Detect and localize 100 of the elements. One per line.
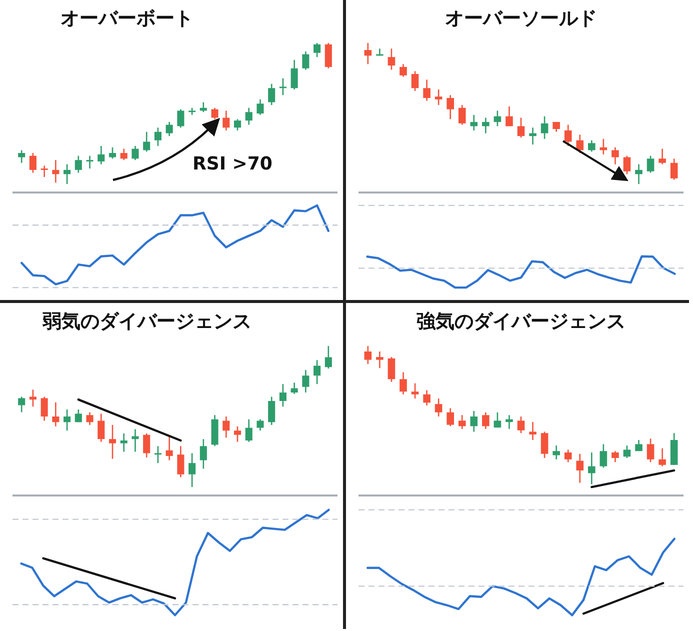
- candlestick: [658, 148, 666, 165]
- candlestick: [302, 369, 310, 394]
- chart-title: オーバーソールド: [445, 8, 597, 30]
- candlestick: [52, 159, 60, 184]
- candlestick: [588, 452, 596, 485]
- annotation: RSI >70: [192, 154, 272, 174]
- candlestick: [576, 134, 584, 154]
- candlestick: [234, 118, 242, 132]
- candlestick: [108, 424, 116, 460]
- candlestick: [529, 421, 536, 441]
- candlestick: [29, 152, 36, 174]
- candlestick: [166, 121, 173, 137]
- candlestick: [411, 70, 419, 92]
- candlestick: [364, 42, 372, 65]
- candlestick: [324, 42, 332, 70]
- candlestick: [132, 428, 139, 452]
- candlestick: [576, 453, 584, 484]
- candlestick: [177, 108, 184, 128]
- candlestick: [517, 416, 525, 434]
- candlestick: [470, 410, 478, 432]
- candlestick: [646, 155, 654, 174]
- candlestick: [74, 155, 82, 174]
- candlestick: [18, 396, 26, 413]
- candlestick: [132, 145, 139, 161]
- candlestick: [64, 408, 71, 432]
- candlestick: [434, 88, 442, 106]
- candlestick: [154, 445, 162, 464]
- candlestick: [364, 345, 372, 365]
- candlestick: [177, 445, 184, 478]
- candlestick: [302, 50, 310, 70]
- candlestick: [200, 438, 207, 470]
- candlestick: [120, 148, 128, 161]
- candlestick: [506, 106, 513, 127]
- candlestick: [434, 398, 442, 418]
- candlestick: [646, 438, 654, 463]
- candlestick: [40, 165, 48, 178]
- candlestick: [290, 382, 298, 395]
- candlestick: [388, 356, 396, 383]
- candlestick: [245, 418, 252, 443]
- candlestick: [108, 146, 116, 160]
- candlestick: [564, 124, 572, 147]
- candlestick: [588, 140, 596, 152]
- candlestick: [600, 444, 608, 468]
- candlestick: [529, 126, 536, 146]
- candlestick: [506, 414, 513, 430]
- chart-title: 弱気のダイバージェンス: [42, 310, 252, 332]
- candlestick: [314, 42, 321, 58]
- candlestick: [143, 432, 150, 458]
- candlestick: [268, 396, 276, 426]
- candlestick: [612, 146, 619, 165]
- candlestick: [154, 126, 162, 147]
- candlestick: [388, 48, 396, 70]
- candlestick: [482, 117, 490, 134]
- candlestick: [279, 78, 286, 96]
- candlestick: [670, 158, 678, 180]
- candlestick: [623, 444, 631, 459]
- candlestick: [222, 110, 230, 132]
- candlestick: [64, 164, 71, 185]
- candlestick: [211, 107, 218, 120]
- candlestick: [400, 372, 407, 396]
- candlestick: [18, 150, 26, 164]
- candlestick: [52, 402, 60, 428]
- candlestick: [458, 414, 466, 430]
- candlestick: [314, 359, 321, 385]
- chart-title: オーバーボート: [60, 8, 194, 30]
- candlestick: [98, 145, 105, 165]
- candlestick: [482, 412, 490, 430]
- candlestick: [166, 436, 173, 461]
- candlestick: [256, 98, 264, 116]
- candlestick: [98, 413, 105, 443]
- candlestick: [552, 444, 560, 460]
- candlestick: [86, 155, 94, 170]
- candlestick: [446, 94, 454, 120]
- candlestick: [612, 450, 619, 463]
- candlestick: [494, 110, 502, 127]
- candlestick: [74, 408, 82, 423]
- candlestick: [540, 116, 548, 140]
- candlestick: [324, 345, 332, 370]
- candlestick: [623, 155, 631, 175]
- candlestick: [290, 59, 298, 90]
- candlestick: [400, 63, 407, 78]
- candlestick: [635, 164, 642, 185]
- candlestick: [564, 449, 572, 463]
- candlestick: [494, 412, 502, 428]
- candlestick: [245, 107, 252, 126]
- candlestick: [222, 416, 230, 438]
- candlestick: [517, 117, 525, 138]
- candlestick: [256, 418, 264, 432]
- candlestick: [376, 350, 384, 369]
- candlestick: [279, 383, 286, 408]
- candlestick: [411, 382, 419, 400]
- candlestick: [446, 408, 454, 427]
- candlestick: [423, 78, 430, 102]
- candlestick: [86, 412, 94, 426]
- candlestick: [470, 114, 478, 132]
- candlestick: [234, 426, 242, 443]
- candlestick: [423, 390, 430, 406]
- candlestick: [658, 448, 666, 467]
- candlestick: [188, 452, 196, 488]
- candlestick: [268, 83, 276, 106]
